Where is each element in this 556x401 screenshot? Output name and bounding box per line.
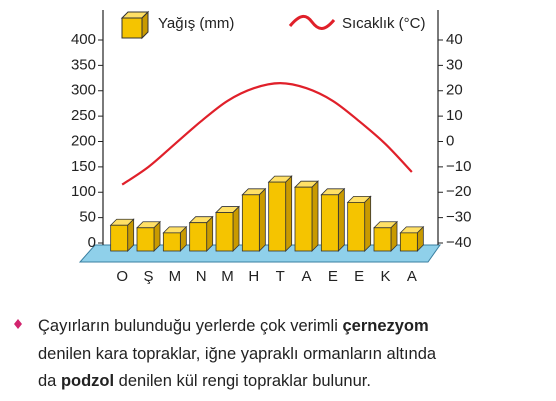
bar [136,227,155,252]
y2-tick-label: 20 [446,82,463,99]
x-tick-label: K [380,268,390,285]
x-tick-label: M [169,268,182,285]
temperature-line [121,82,413,186]
y-tick-label: 250 [71,107,96,124]
x-tick-label: A [407,268,417,285]
paragraph-line: Çayırların bulunduğu yerlerde çok veriml… [38,313,436,341]
bar-side [127,218,135,252]
y2-tick-label: −20 [446,183,471,200]
text: denilen kül rengi topraklar bulunur. [114,372,371,390]
x-tick-label: E [354,268,364,285]
y2-tick-label: −10 [446,158,471,175]
x-tick-label: M [221,268,234,285]
y-tick-label: 350 [71,56,96,73]
legend-line-icon [288,15,336,30]
bold-term: podzol [60,372,115,390]
x-tick-label: T [276,268,285,285]
paragraph: Çayırların bulunduğu yerlerde çok veriml… [38,313,436,396]
y2-tick-label: 0 [446,132,454,149]
chart: Yağış (mm) Sıcaklık (°C) 050100150200250… [71,10,471,285]
bar [399,232,418,252]
x-tick-label: E [328,268,338,285]
x-tick-label: H [248,268,259,285]
y-tick-label: 50 [79,209,96,226]
y2-tick-label: 10 [446,107,463,124]
y-tick-label: 0 [88,234,96,251]
y-tick-label: 200 [71,132,96,149]
bar-side [232,205,240,252]
bar [162,232,181,252]
text: Çayırların bulunduğu yerlerde çok veriml… [38,317,343,335]
legend-label: Sıcaklık (°C) [342,15,426,32]
y2-tick-label: 30 [446,56,463,73]
legend-label: Yağış (mm) [158,15,234,32]
bar [110,224,129,252]
bullet [14,319,22,329]
bold-term: çernezyom [342,317,429,335]
y2-tick-label: 40 [446,31,463,48]
y2-tick-label: −30 [446,209,471,226]
x-tick-label: O [116,268,128,285]
bar [268,181,287,252]
bar-side [311,180,319,252]
y-tick-label: 100 [71,183,96,200]
y2-tick-label: −40 [446,234,471,251]
bar-side [258,187,266,252]
x-tick-label: A [301,268,311,285]
legend-bar-icon [120,10,150,40]
bar [215,212,234,252]
bar [373,227,392,252]
y-tick-label: 400 [71,31,96,48]
bar [189,222,208,252]
paragraph-line: da podzol denilen kül rengi topraklar bu… [38,368,436,396]
bar [241,194,260,252]
x-tick-label: Ş [143,268,153,285]
bar [294,186,313,252]
bar-side [206,215,214,252]
y-tick-label: 300 [71,82,96,99]
paragraph-line: denilen kara topraklar, iğne yapraklı or… [38,341,436,369]
text: da [38,372,61,390]
bar [320,194,339,252]
bar-side [285,175,293,252]
y-tick-label: 150 [71,158,96,175]
bar-side [337,187,345,252]
bar-side [364,195,372,252]
text: denilen kara topraklar, iğne yapraklı or… [38,344,437,363]
x-tick-label: N [196,268,207,285]
bar [347,201,366,252]
